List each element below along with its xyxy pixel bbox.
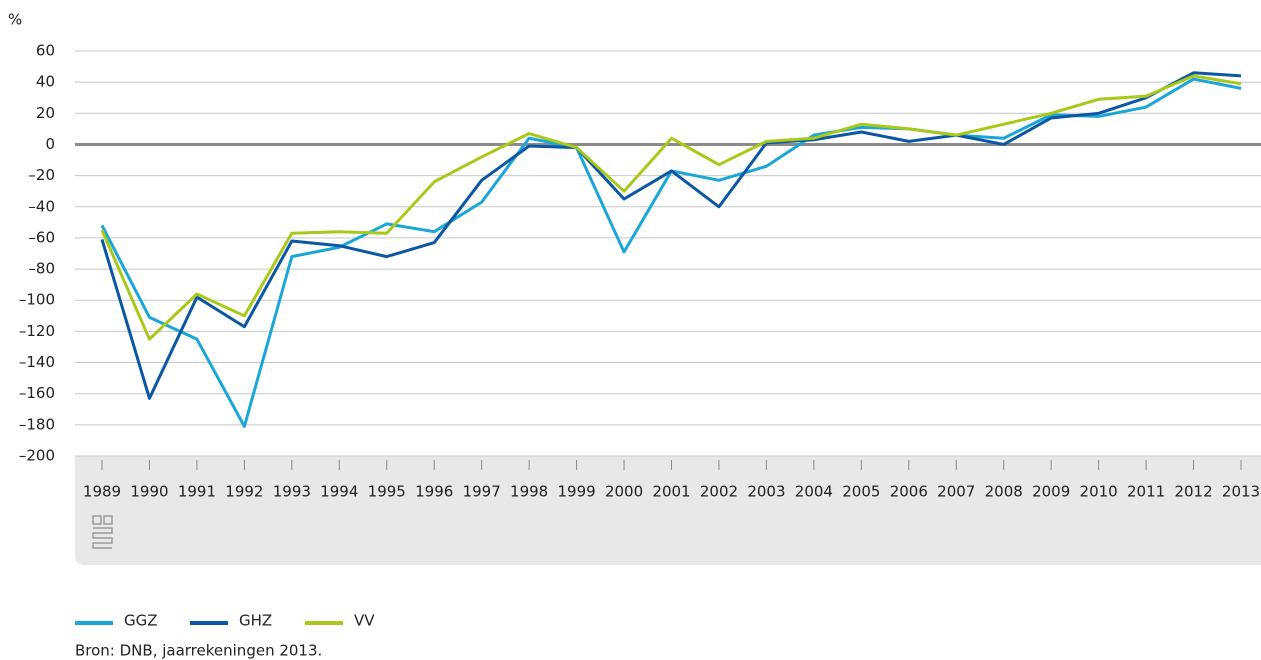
source: Bron: DNB, jaarrekeningen 2013. [75, 642, 322, 660]
y-tick-label: 40 [36, 73, 55, 91]
x-tick-label: 2006 [890, 483, 928, 501]
series-line [100, 71, 1242, 400]
x-tick-label: 1994 [320, 483, 358, 501]
logo [92, 515, 113, 549]
y-tick-label: –60 [28, 228, 55, 246]
x-tick-label: 1990 [130, 483, 168, 501]
x-tick-label: 2002 [700, 483, 738, 501]
x-tick-label: 2010 [1080, 483, 1118, 501]
y-tick-label: 20 [36, 104, 55, 122]
y-tick-label: 60 [36, 42, 55, 60]
x-tick-label: 1998 [510, 483, 548, 501]
y-tick-label: –180 [19, 415, 55, 433]
x-tick-label: 1995 [368, 483, 406, 501]
x-tick-label: 1992 [225, 483, 263, 501]
y-axis-label: % [8, 11, 22, 29]
series-line [100, 77, 1242, 428]
y-tick-label: –120 [19, 322, 55, 340]
y-tick-label: –40 [28, 197, 55, 215]
y-tick-label: –80 [28, 260, 55, 278]
x-tick-label: 2004 [795, 483, 833, 501]
x-tick-label: 1996 [415, 483, 453, 501]
x-tick-label: 1999 [557, 483, 595, 501]
x-tick-label: 2005 [842, 483, 880, 501]
y-tick-label: –140 [19, 353, 55, 371]
legend-label: GGZ [124, 612, 158, 630]
legend-label: GHZ [239, 612, 272, 630]
y-tick-label: –20 [28, 166, 55, 184]
x-tick-label: 1997 [463, 483, 501, 501]
axis-band [75, 456, 1261, 565]
x-tick-label: 2011 [1127, 483, 1165, 501]
y-tick-label: 0 [45, 135, 55, 153]
x-tick-label: 2007 [937, 483, 975, 501]
x-tick-label: 1989 [83, 483, 121, 501]
x-tick-label: 2000 [605, 483, 643, 501]
x-tick-label: 2012 [1174, 483, 1212, 501]
x-tick-label: 1991 [178, 483, 216, 501]
x-tick-label: 1993 [273, 483, 311, 501]
y-tick-label: –160 [19, 384, 55, 402]
legend-label: VV [354, 612, 375, 630]
x-tick-label: 2013 [1222, 483, 1260, 501]
x-tick-label: 2001 [652, 483, 690, 501]
x-tick-label: 2009 [1032, 483, 1070, 501]
y-tick-label: –100 [19, 291, 55, 309]
y-tick-label: –200 [19, 447, 55, 465]
x-tick-label: 2008 [985, 483, 1023, 501]
x-tick-label: 2003 [747, 483, 785, 501]
series-line [100, 74, 1242, 341]
